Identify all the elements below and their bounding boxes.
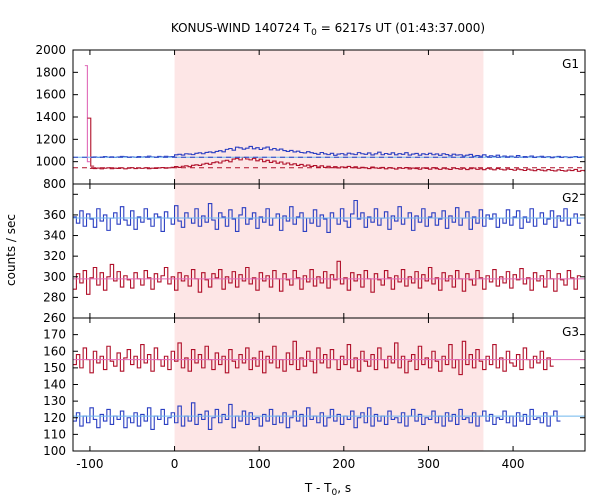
y-tick-label: 150 <box>43 361 66 375</box>
panel-g2-series <box>73 199 585 295</box>
y-tick-label: 1000 <box>35 155 66 169</box>
y-tick-label: 280 <box>43 290 66 304</box>
histogram-red-g1 <box>87 117 95 167</box>
panel-label: G1 <box>562 57 579 71</box>
x-axis-label: T - T0, s <box>304 481 351 498</box>
y-tick-label: 160 <box>43 344 66 358</box>
highlight-interval <box>174 50 484 451</box>
y-tick-label: 110 <box>43 427 66 441</box>
panel-g1-series <box>73 65 585 172</box>
y-tick-label: 140 <box>43 378 66 392</box>
histogram-red-g2 <box>73 260 581 295</box>
y-tick-label: 120 <box>43 411 66 425</box>
panel-g3-series <box>73 340 585 430</box>
x-tick-label: 0 <box>171 457 179 471</box>
y-tick-label: 130 <box>43 394 66 408</box>
histogram-spike-g1 <box>84 65 90 163</box>
y-tick-label: 260 <box>43 311 66 325</box>
y-tick-label: 1200 <box>35 132 66 146</box>
y-tick-label: 2000 <box>35 43 66 57</box>
y-tick-label: 100 <box>43 444 66 458</box>
y-tick-label: 170 <box>43 328 66 342</box>
x-tick-label: 100 <box>248 457 271 471</box>
text-layer: KONUS-WIND 140724 T0 = 6217s UT (01:43:3… <box>4 21 579 498</box>
y-tick-label: 1800 <box>35 65 66 79</box>
x-tick-label: -100 <box>76 457 103 471</box>
y-tick-label: 1400 <box>35 110 66 124</box>
y-tick-label: 800 <box>43 177 66 191</box>
histogram-blue-g3 <box>73 402 561 430</box>
frame-layer <box>72 49 586 452</box>
background-layer <box>174 50 484 451</box>
y-tick-label: 320 <box>43 249 66 263</box>
data-layer <box>73 65 585 430</box>
y-tick-label: 360 <box>43 208 66 222</box>
x-tick-label: 300 <box>417 457 440 471</box>
panel-label: G2 <box>562 191 579 205</box>
y-tick-label: 300 <box>43 270 66 284</box>
x-tick-label: 200 <box>332 457 355 471</box>
histogram-blue-g2 <box>73 199 581 233</box>
chart-title: KONUS-WIND 140724 T0 = 6217s UT (01:43:3… <box>171 21 485 38</box>
y-axis-label: counts / sec <box>4 214 18 286</box>
x-tick-label: 400 <box>502 457 525 471</box>
panel-label: G3 <box>562 325 579 339</box>
histogram-red-g3 <box>73 340 554 376</box>
y-tick-label: 340 <box>43 229 66 243</box>
y-tick-label: 1600 <box>35 88 66 102</box>
